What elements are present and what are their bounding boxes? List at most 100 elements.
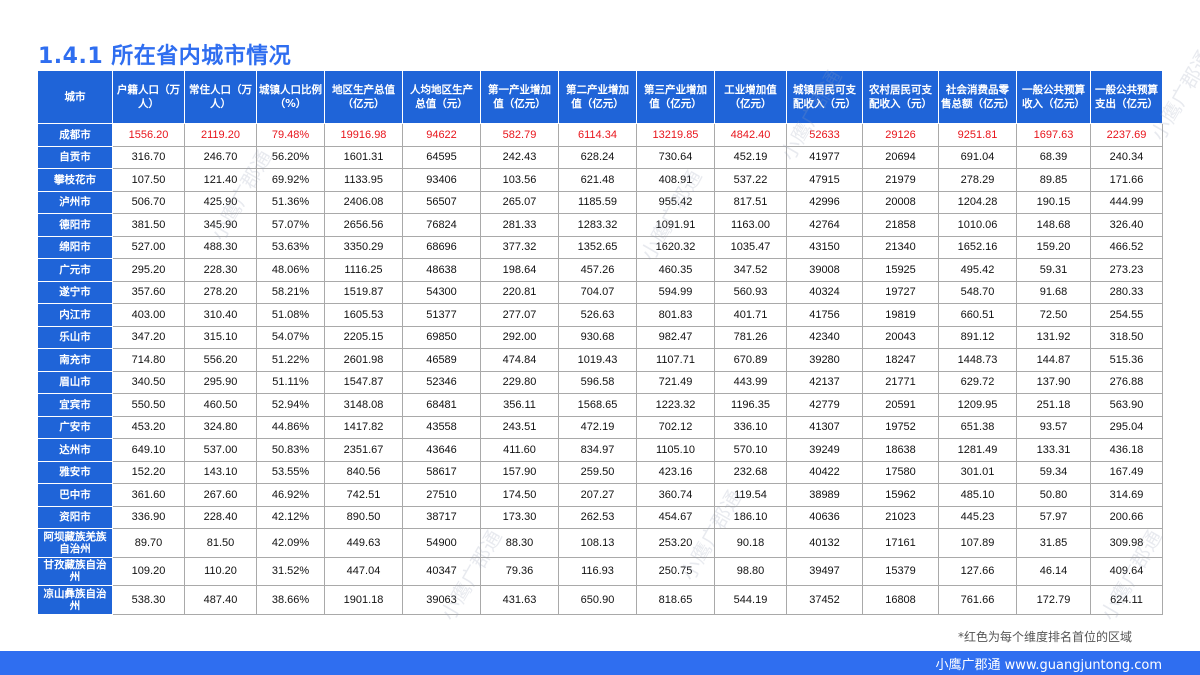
value-cell: 46.14	[1016, 556, 1091, 586]
value-cell: 131.92	[1016, 325, 1091, 349]
value-cell: 37452	[786, 585, 863, 615]
value-cell: 93.57	[1016, 415, 1091, 439]
value-cell: 544.19	[714, 585, 787, 615]
value-cell: 246.70	[184, 145, 257, 169]
value-cell: 1035.47	[714, 235, 787, 259]
value-cell: 781.26	[714, 325, 787, 349]
value-cell: 21340	[862, 235, 939, 259]
value-cell: 460.35	[636, 258, 715, 282]
value-cell: 273.23	[1090, 258, 1163, 282]
value-cell: 527.00	[112, 235, 185, 259]
value-cell: 801.83	[636, 303, 715, 327]
value-cell: 1019.43	[558, 348, 637, 372]
value-cell: 278.29	[938, 168, 1017, 192]
value-cell: 2351.67	[324, 438, 403, 462]
value-cell: 54.07%	[256, 325, 325, 349]
value-cell: 42764	[786, 213, 863, 237]
value-cell: 495.42	[938, 258, 1017, 282]
value-cell: 360.74	[636, 483, 715, 507]
page-title: 1.4.1 所在省内城市情况	[38, 44, 292, 69]
table-row: 眉山市 340.50 295.90 51.11% 1547.87 52346 229.80 5…	[37, 370, 1163, 394]
value-cell: 90.18	[714, 528, 787, 558]
value-cell: 840.56	[324, 460, 403, 484]
value-cell: 116.93	[558, 556, 637, 586]
value-cell: 15379	[862, 556, 939, 586]
value-cell: 172.79	[1016, 585, 1091, 615]
header-cell: 地区生产总值（亿元）	[324, 70, 403, 124]
value-cell: 472.19	[558, 415, 637, 439]
value-cell: 243.51	[480, 415, 559, 439]
value-cell: 548.70	[938, 280, 1017, 304]
value-cell: 704.07	[558, 280, 637, 304]
value-cell: 56.20%	[256, 145, 325, 169]
value-cell: 40324	[786, 280, 863, 304]
table-row: 泸州市 506.70 425.90 51.36% 2406.08 56507 265.07 1…	[37, 190, 1163, 214]
value-cell: 91.68	[1016, 280, 1091, 304]
value-cell: 403.00	[112, 303, 185, 327]
value-cell: 2656.56	[324, 213, 403, 237]
value-cell: 1283.32	[558, 213, 637, 237]
value-cell: 955.42	[636, 190, 715, 214]
value-cell: 21979	[862, 168, 939, 192]
value-cell: 982.47	[636, 325, 715, 349]
value-cell: 457.26	[558, 258, 637, 282]
value-cell: 401.71	[714, 303, 787, 327]
value-cell: 18247	[862, 348, 939, 372]
value-cell: 51377	[402, 303, 481, 327]
value-cell: 1107.71	[636, 348, 715, 372]
value-cell: 449.63	[324, 528, 403, 558]
value-cell: 253.20	[636, 528, 715, 558]
highlighted-value-cell: 19916.98	[324, 123, 403, 147]
value-cell: 56507	[402, 190, 481, 214]
value-cell: 361.60	[112, 483, 185, 507]
highlighted-value-cell: 2119.20	[184, 123, 257, 147]
value-cell: 159.20	[1016, 235, 1091, 259]
value-cell: 107.89	[938, 528, 1017, 558]
value-cell: 730.64	[636, 145, 715, 169]
value-cell: 262.53	[558, 505, 637, 529]
value-cell: 232.68	[714, 460, 787, 484]
value-cell: 20043	[862, 325, 939, 349]
value-cell: 357.60	[112, 280, 185, 304]
value-cell: 1901.18	[324, 585, 403, 615]
value-cell: 381.50	[112, 213, 185, 237]
value-cell: 537.22	[714, 168, 787, 192]
value-cell: 650.90	[558, 585, 637, 615]
value-cell: 20008	[862, 190, 939, 214]
city-name-cell: 宜宾市	[37, 393, 113, 417]
highlighted-value-cell: 2237.69	[1090, 123, 1163, 147]
value-cell: 1601.31	[324, 145, 403, 169]
footnote: *红色为每个维度排名首位的区域	[957, 630, 1132, 644]
value-cell: 1547.87	[324, 370, 403, 394]
value-cell: 714.80	[112, 348, 185, 372]
value-cell: 506.70	[112, 190, 185, 214]
header-cell: 社会消费品零售总额（亿元）	[938, 70, 1017, 124]
value-cell: 526.63	[558, 303, 637, 327]
value-cell: 314.69	[1090, 483, 1163, 507]
value-cell: 40636	[786, 505, 863, 529]
highlighted-value-cell: 1556.20	[112, 123, 185, 147]
header-city: 城市	[37, 70, 113, 124]
value-cell: 42779	[786, 393, 863, 417]
value-cell: 295.90	[184, 370, 257, 394]
value-cell: 19819	[862, 303, 939, 327]
value-cell: 281.33	[480, 213, 559, 237]
value-cell: 485.10	[938, 483, 1017, 507]
value-cell: 228.30	[184, 258, 257, 282]
value-cell: 278.20	[184, 280, 257, 304]
value-cell: 31.52%	[256, 556, 325, 586]
value-cell: 315.10	[184, 325, 257, 349]
value-cell: 1196.35	[714, 393, 787, 417]
value-cell: 265.07	[480, 190, 559, 214]
value-cell: 295.20	[112, 258, 185, 282]
value-cell: 487.40	[184, 585, 257, 615]
value-cell: 301.01	[938, 460, 1017, 484]
city-data-table: 城市 户籍人口（万人） 常住人口（万人） 城镇人口比例（%） 地区生产总值（亿元） 人均地…	[37, 70, 1163, 615]
header-cell: 农村居民可支配收入（元）	[862, 70, 939, 124]
table-row: 雅安市 152.20 143.10 53.55% 840.56 58617 157.90 25…	[37, 460, 1163, 484]
value-cell: 1010.06	[938, 213, 1017, 237]
city-name-cell: 绵阳市	[37, 235, 113, 259]
value-cell: 570.10	[714, 438, 787, 462]
value-cell: 436.18	[1090, 438, 1163, 462]
value-cell: 817.51	[714, 190, 787, 214]
